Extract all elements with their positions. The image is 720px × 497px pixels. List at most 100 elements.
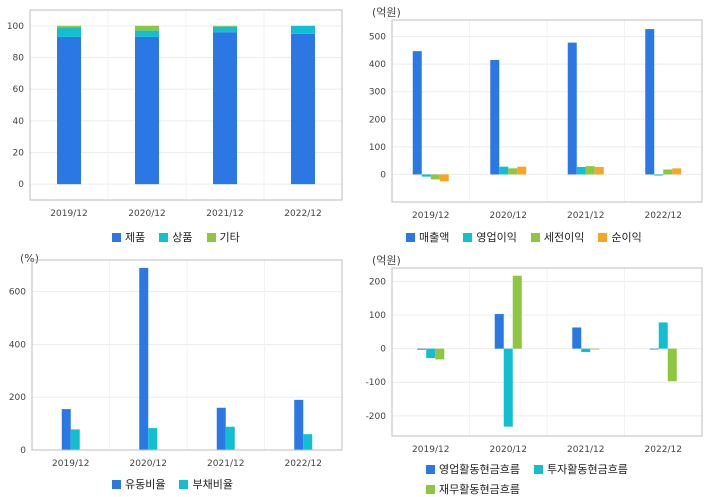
- bar-투자활동현금흐름-2021/12: [581, 348, 591, 352]
- bar-제품-2022/12: [291, 33, 315, 185]
- ratio-legend: 유동비율 부채비율: [112, 476, 352, 492]
- bar-영업활동현금흐름-2019/12: [417, 348, 427, 350]
- x-tick-label: 2020/12: [490, 445, 527, 455]
- legend-swatch: [426, 464, 435, 474]
- y-tick-label: 400: [369, 60, 386, 70]
- legend-swatch: [206, 232, 216, 242]
- bar-제품-2021/12: [213, 32, 237, 185]
- legend-label: 투자활동현금흐름: [546, 463, 628, 476]
- legend-swatch: [463, 232, 473, 242]
- cashflow-unit: (억원): [372, 254, 401, 267]
- legend-item: 기타: [206, 229, 240, 245]
- bar-재무활동현금흐름-2022/12: [667, 348, 677, 382]
- bar-순이익-2019/12: [439, 174, 449, 182]
- plot-frame: [391, 19, 703, 203]
- bar-순이익-2022/12: [672, 168, 682, 175]
- legend-item: 제품: [112, 229, 145, 245]
- bar-상품-2019/12: [57, 27, 81, 37]
- bar-영업활동현금흐름-2021/12: [572, 327, 582, 349]
- legend-label: 매출액: [419, 231, 450, 244]
- bar-재무활동현금흐름-2021/12: [590, 348, 600, 350]
- legend-label: 세전이익: [543, 231, 585, 244]
- x-tick-label: 2020/12: [490, 211, 527, 221]
- y-tick-label: 300: [369, 88, 386, 98]
- x-tick-label: 2019/12: [50, 209, 87, 219]
- x-tick-label: 2019/12: [412, 211, 449, 221]
- bar-상품-2020/12: [135, 30, 159, 37]
- legend-item: 순이익: [598, 229, 642, 245]
- x-tick-label: 2021/12: [567, 445, 604, 455]
- y-tick-label: -200: [366, 412, 387, 422]
- bar-부채비율-2021/12: [225, 426, 235, 450]
- bar-유동비율-2022/12: [294, 399, 304, 450]
- legend-label: 영업이익: [476, 231, 517, 244]
- legend-label: 상품: [172, 231, 193, 244]
- y-tick-label: 0: [20, 446, 26, 456]
- bar-기타-2020/12: [135, 25, 159, 31]
- y-tick-label: 200: [369, 115, 386, 125]
- legend-swatch: [530, 232, 540, 242]
- legend-label: 재무활동현금흐름: [439, 483, 520, 496]
- cashflow-chart: (억원) -200 -100 0 100 200 2019/12 2020/12 2021/1…: [360, 248, 720, 496]
- y-tick-label: 100: [369, 311, 386, 321]
- legend-swatch: [112, 479, 121, 489]
- ratio-chart-svg: 0 200 400 600 2019/12 2020/12 2021/12 2022/12: [9, 259, 343, 469]
- profit-chart-svg: 0 100 200 300 400 500 2019/12 2020/12 2021/12 202…: [369, 19, 703, 221]
- bar-상품-2022/12: [291, 25, 315, 34]
- x-tick-label: 2021/12: [206, 209, 243, 219]
- legend-label: 순이익: [611, 231, 642, 244]
- legend-swatch: [426, 484, 435, 494]
- composition-chart: 0 20 40 60 80 100 2019/12 2020/12 2021/12 2022/12…: [0, 0, 360, 248]
- legend-item: 영업활동현금흐름: [426, 461, 520, 477]
- legend-swatch: [598, 232, 608, 242]
- legend-swatch: [179, 479, 189, 489]
- legend-swatch: [406, 232, 415, 242]
- bar-투자활동현금흐름-2020/12: [503, 348, 513, 427]
- bar-부채비율-2020/12: [148, 428, 158, 450]
- legend-item: 영업이익: [463, 229, 517, 245]
- ratio-unit: (%): [20, 252, 40, 265]
- y-tick-label: 400: [9, 340, 26, 350]
- legend-item: 세전이익: [530, 229, 585, 245]
- bar-영업활동현금흐름-2022/12: [649, 348, 659, 350]
- x-tick-label: 2022/12: [285, 459, 322, 469]
- bar-매출액-2021/12: [567, 42, 577, 175]
- y-tick-label: 0: [380, 345, 386, 355]
- bar-유동비율-2021/12: [216, 407, 226, 450]
- bar-투자활동현금흐름-2022/12: [658, 322, 668, 349]
- legend-item: 상품: [159, 229, 193, 245]
- bar-제품-2020/12: [135, 36, 159, 185]
- bar-세전이익-2022/12: [663, 169, 673, 175]
- legend-item: 투자활동현금흐름: [533, 461, 628, 477]
- y-tick-label: 0: [380, 170, 386, 180]
- bar-순이익-2020/12: [517, 166, 527, 175]
- bar-제품-2019/12: [57, 36, 81, 185]
- y-tick-label: 200: [369, 277, 386, 287]
- y-tick-label: 600: [9, 288, 26, 298]
- x-tick-label: 2022/12: [645, 445, 682, 455]
- legend-label: 제품: [125, 231, 146, 244]
- legend-item: 부채비율: [179, 476, 233, 492]
- bar-세전이익-2019/12: [430, 174, 440, 180]
- x-tick-label: 2020/12: [130, 459, 167, 469]
- bar-세전이익-2021/12: [585, 166, 595, 175]
- legend-label: 영업활동현금흐름: [439, 463, 520, 476]
- bar-순이익-2021/12: [594, 166, 604, 175]
- profit-legend: 매출액 영업이익 세전이익 순이익: [406, 229, 716, 245]
- y-tick-label: 100: [7, 22, 24, 32]
- bar-상품-2021/12: [213, 26, 237, 33]
- bar-재무활동현금흐름-2020/12: [512, 275, 522, 349]
- legend-item: 재무활동현금흐름: [426, 481, 520, 497]
- x-tick-label: 2020/12: [128, 209, 165, 219]
- y-tick-label: 60: [13, 85, 25, 95]
- bar-영업이익-2022/12: [654, 174, 664, 176]
- y-tick-label: 500: [369, 33, 386, 43]
- x-tick-label: 2022/12: [284, 209, 321, 219]
- y-tick-label: -100: [366, 378, 387, 388]
- x-tick-label: 2019/12: [52, 459, 89, 469]
- bar-기타-2019/12: [57, 25, 81, 28]
- bar-재무활동현금흐름-2019/12: [435, 348, 445, 360]
- bar-유동비율-2019/12: [61, 409, 71, 450]
- x-tick-label: 2021/12: [207, 459, 244, 469]
